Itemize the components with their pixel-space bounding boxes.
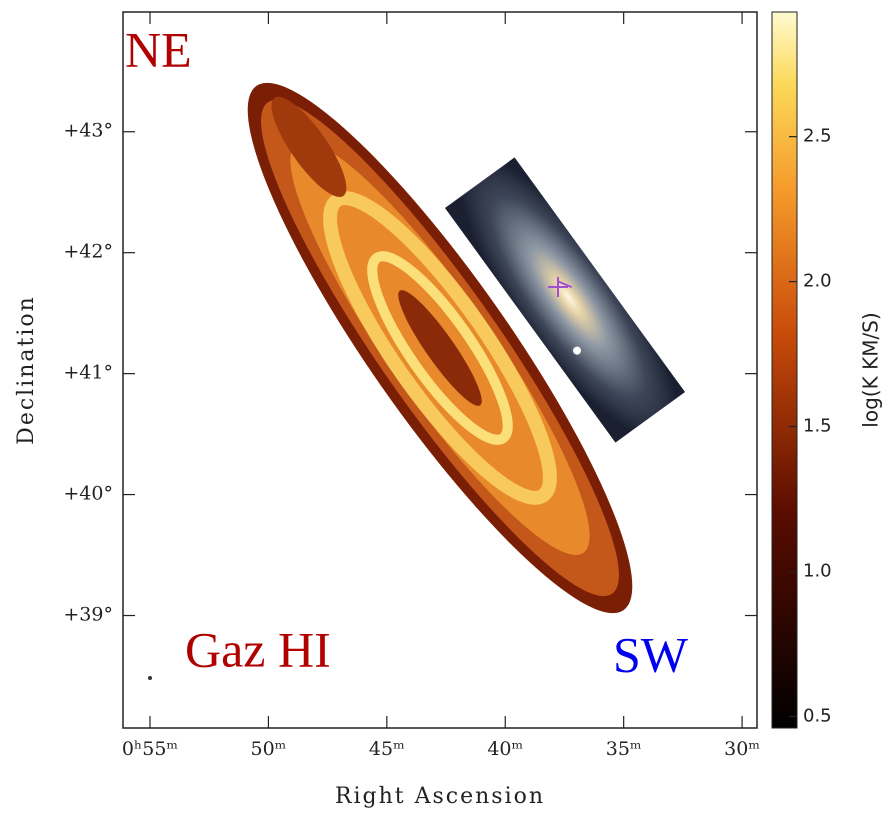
colorbar-tick-label: 1.5	[803, 416, 832, 437]
colorbar-tick-label: 2.0	[803, 271, 832, 292]
x-tick-label: 40ᵐ	[487, 738, 523, 760]
annotation: SW	[613, 626, 689, 682]
chart: Right Ascension Declination log(K KM/S) …	[0, 0, 892, 813]
x-tick-label: 35ᵐ	[606, 738, 642, 760]
x-tick-label: 30ᵐ	[724, 738, 760, 760]
colorbar	[772, 12, 797, 728]
annotation: Gaz HI	[185, 621, 331, 677]
y-tick-label: +42°	[63, 241, 113, 263]
y-tick-label: +39°	[63, 604, 113, 626]
x-tick-label: 50ᵐ	[250, 738, 286, 760]
y-axis-label: Declination	[14, 295, 39, 445]
y-tick-label: +40°	[63, 483, 113, 505]
y-tick-label: +43°	[63, 120, 113, 142]
colorbar-tick-label: 2.5	[803, 126, 832, 147]
colorbar-label: log(K KM/S)	[859, 312, 883, 427]
colorbar-tick-label: 0.5	[803, 705, 832, 726]
x-tick-label: 0ʰ55ᵐ	[122, 738, 178, 760]
dot	[148, 676, 152, 680]
x-tick-label: 45ᵐ	[369, 738, 405, 760]
colorbar-tick-label: 1.0	[803, 560, 832, 581]
y-tick-label: +41°	[63, 362, 113, 384]
x-axis-label: Right Ascension	[335, 784, 545, 809]
annotation: NE	[125, 21, 192, 77]
